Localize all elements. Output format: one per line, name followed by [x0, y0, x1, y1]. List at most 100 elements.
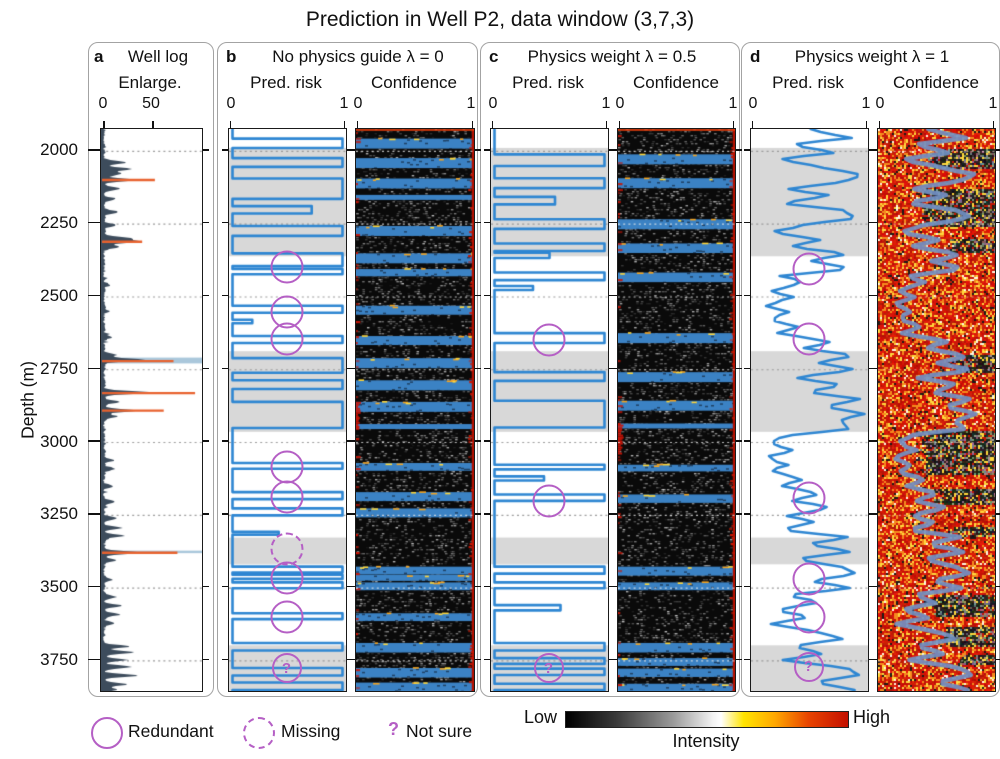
depth-tick-mark	[611, 658, 617, 661]
marker-question: ?	[533, 653, 564, 684]
depth-tick-mark	[996, 585, 1000, 588]
panel-c-risk-xtick-1: 1	[601, 95, 611, 112]
panel-a-frame	[88, 42, 214, 697]
depth-tick-mark	[88, 585, 100, 588]
depth-tick-mark	[349, 440, 355, 442]
depth-tick-mark	[996, 294, 1000, 297]
confidence-heatmap-c	[617, 128, 736, 692]
depth-tick-mark	[484, 513, 490, 515]
depth-tick-mark	[475, 513, 481, 515]
depth-tick-mark	[871, 367, 877, 370]
colorbar-low-label: Low	[523, 707, 557, 727]
depth-tick-mark	[611, 221, 617, 224]
panel-c-letter: c	[489, 47, 499, 66]
depth-tick-mark	[744, 513, 750, 515]
x-tick-mark	[229, 121, 231, 128]
legend-missing-label: Missing	[281, 721, 341, 741]
legend-missing-icon	[243, 717, 275, 749]
panel-b-predrisk-label: Pred. risk	[250, 73, 322, 92]
x-tick-mark	[356, 121, 358, 128]
depth-tick-mark	[484, 585, 490, 588]
depth-tick-mark	[736, 658, 742, 661]
depth-tick-mark	[871, 221, 877, 224]
depth-tick-mark	[222, 367, 228, 370]
depth-tick-mark	[222, 221, 228, 224]
panel-a-title: Well log	[127, 47, 189, 66]
depth-tick-mark	[88, 149, 100, 151]
panel-c-title: Physics weight λ = 0.5	[527, 47, 697, 66]
panel-b-risk-xtick-0: 0	[226, 95, 236, 112]
depth-tick-mark	[203, 440, 209, 442]
depth-tick-mark	[611, 294, 617, 297]
marker-redundant	[532, 323, 565, 357]
depth-tick-mark	[996, 221, 1000, 224]
depth-tick-mark	[349, 149, 355, 151]
marker-question: ?	[793, 651, 824, 682]
depth-tick-mark	[203, 221, 209, 224]
depth-tick-mark	[611, 585, 617, 588]
depth-tick-mark	[88, 221, 100, 224]
depth-tick-mark	[349, 367, 355, 370]
panel-b-conf-xtick-1: 1	[466, 95, 476, 112]
marker-redundant	[270, 250, 303, 284]
depth-tick-mark	[222, 585, 228, 588]
depth-tick-2500: 2500	[40, 285, 78, 305]
marker-redundant	[792, 562, 825, 596]
panel-c-predrisk-label: Pred. risk	[512, 73, 584, 92]
panel-d-conf-xtick-0: 0	[875, 95, 885, 112]
marker-redundant	[792, 600, 825, 634]
depth-tick-mark	[744, 149, 750, 151]
depth-tick-mark	[871, 513, 877, 515]
depth-tick-3000: 3000	[40, 431, 78, 451]
panel-d-predrisk-label: Pred. risk	[772, 73, 844, 92]
marker-redundant	[270, 480, 303, 514]
x-tick-mark	[865, 121, 867, 128]
colorbar-high-label: High	[853, 707, 891, 727]
panel-b-conf-xtick-0: 0	[353, 95, 363, 112]
depth-tick-mark	[203, 585, 209, 588]
depth-tick-mark	[349, 294, 355, 297]
depth-tick-mark	[203, 658, 209, 661]
depth-tick-mark	[611, 513, 617, 515]
depth-tick-mark	[871, 585, 877, 588]
panel-d-risk-xtick-0: 0	[748, 95, 758, 112]
panel-d-title: Physics weight λ = 1	[794, 47, 950, 66]
x-tick-mark	[471, 121, 473, 128]
marker-redundant	[270, 600, 303, 634]
x-tick-mark	[152, 121, 154, 128]
depth-tick-mark	[349, 585, 355, 588]
panel-c-conf-xtick-1: 1	[728, 95, 738, 112]
depth-tick-3250: 3250	[40, 504, 78, 524]
depth-tick-mark	[611, 149, 617, 151]
legend-question-icon: ?	[388, 719, 399, 739]
depth-tick-mark	[203, 149, 209, 151]
panel-d-letter: d	[750, 47, 761, 66]
marker-redundant	[270, 322, 303, 356]
depth-tick-mark	[744, 585, 750, 588]
depth-tick-mark	[88, 440, 100, 442]
colorbar-title: Intensity	[672, 731, 740, 751]
panel-b-confidence-label: Confidence	[370, 73, 458, 92]
depth-tick-2250: 2250	[40, 213, 78, 233]
x-tick-mark	[605, 121, 607, 128]
depth-tick-mark	[736, 367, 742, 370]
confidence-heatmap-b	[355, 128, 475, 692]
panel-c-frame	[480, 42, 740, 697]
depth-tick-2750: 2750	[40, 358, 78, 378]
depth-tick-mark	[203, 367, 209, 370]
depth-tick-mark	[611, 440, 617, 442]
depth-tick-mark	[744, 221, 750, 224]
depth-tick-mark	[222, 513, 228, 515]
depth-tick-mark	[475, 367, 481, 370]
x-tick-mark	[878, 121, 880, 128]
legend-redundant-icon	[91, 717, 123, 749]
depth-tick-mark	[736, 513, 742, 515]
depth-tick-mark	[744, 294, 750, 297]
depth-tick-mark	[484, 658, 490, 661]
depth-tick-mark	[744, 367, 750, 370]
depth-tick-mark	[871, 149, 877, 151]
depth-tick-mark	[88, 367, 100, 370]
x-tick-mark	[992, 121, 994, 128]
depth-tick-mark	[996, 658, 1000, 661]
depth-tick-mark	[203, 513, 209, 515]
